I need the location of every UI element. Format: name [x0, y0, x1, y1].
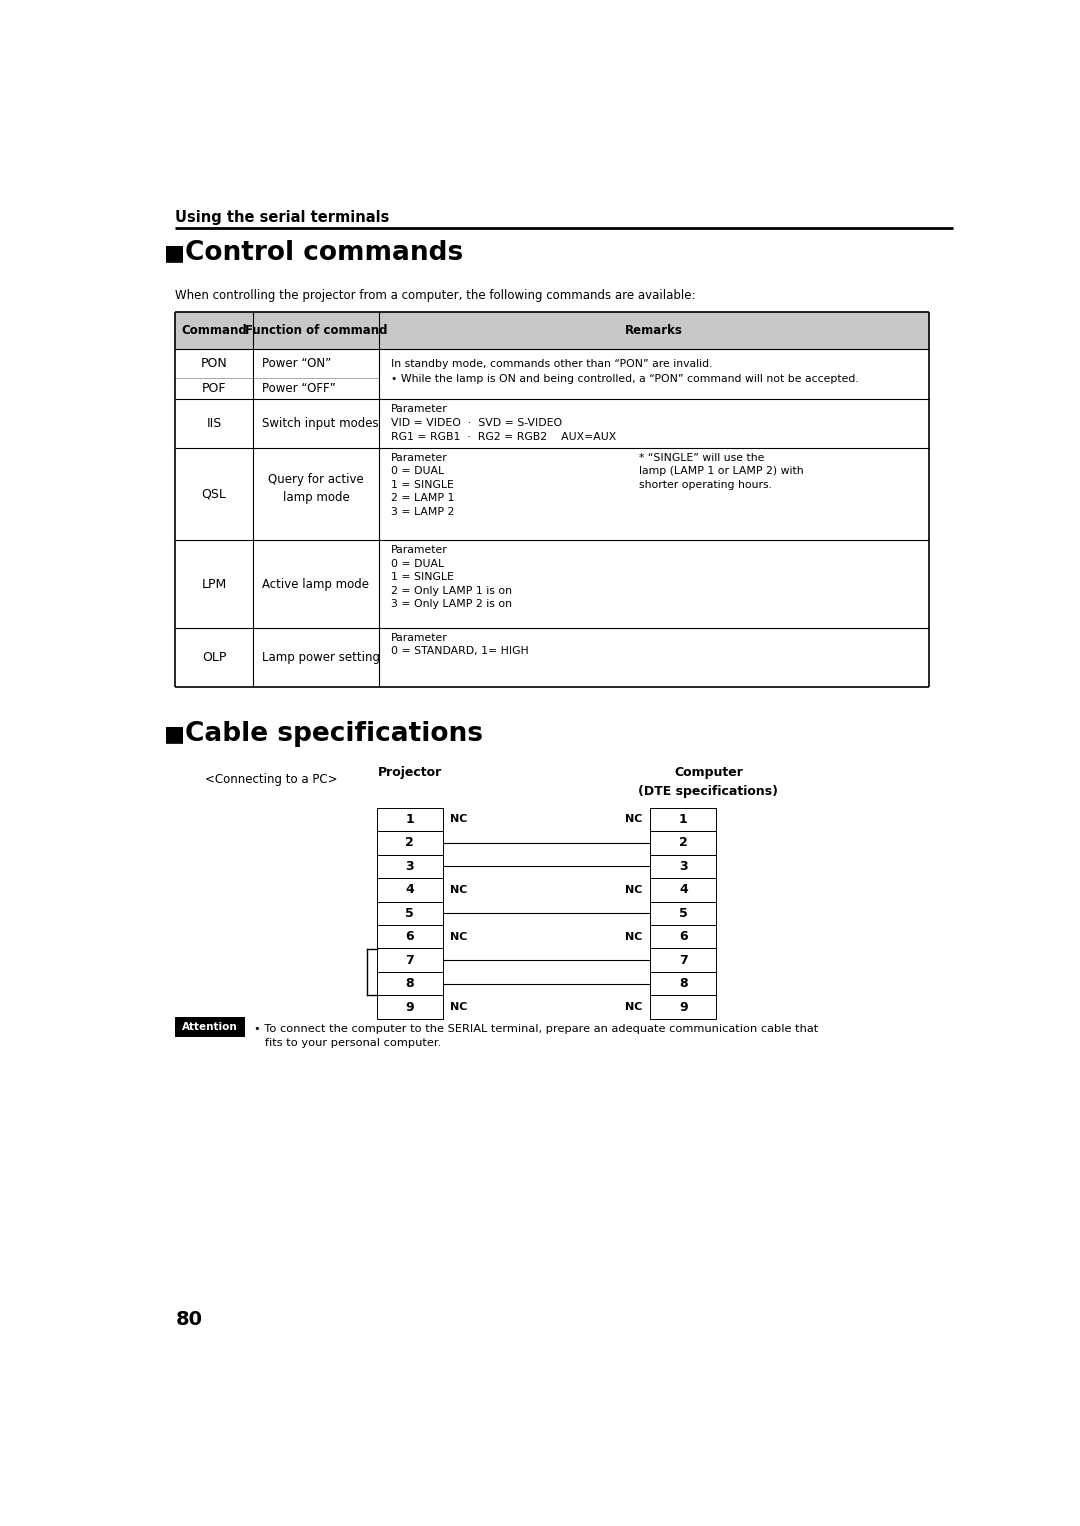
Bar: [377, 832, 443, 855]
Bar: [377, 902, 443, 925]
Text: 1: 1: [679, 813, 688, 826]
Text: Parameter
0 = STANDARD, 1= HIGH: Parameter 0 = STANDARD, 1= HIGH: [391, 633, 528, 656]
Text: NC: NC: [625, 1003, 643, 1012]
Text: NC: NC: [450, 932, 468, 942]
Text: 1: 1: [405, 813, 414, 826]
Text: 9: 9: [405, 1001, 414, 1013]
Bar: [650, 925, 716, 949]
Text: Parameter
0 = DUAL
1 = SINGLE
2 = Only LAMP 1 is on
3 = Only LAMP 2 is on: Parameter 0 = DUAL 1 = SINGLE 2 = Only L…: [391, 545, 512, 609]
Bar: [377, 949, 443, 972]
Text: 8: 8: [405, 977, 414, 990]
Bar: [175, 1016, 245, 1038]
Text: NC: NC: [625, 815, 643, 824]
Text: Remarks: Remarks: [625, 325, 684, 337]
Text: 4: 4: [405, 884, 414, 896]
Text: Lamp power setting: Lamp power setting: [262, 652, 380, 664]
Bar: [650, 949, 716, 972]
Text: Query for active
lamp mode: Query for active lamp mode: [268, 473, 364, 504]
Text: ■: ■: [164, 243, 186, 262]
Text: OLP: OLP: [202, 652, 226, 664]
Text: 6: 6: [679, 931, 688, 943]
Text: 80: 80: [175, 1309, 202, 1329]
Text: 5: 5: [405, 906, 414, 920]
Text: Cable specifications: Cable specifications: [186, 722, 484, 748]
Bar: [650, 832, 716, 855]
Text: Projector: Projector: [378, 766, 442, 780]
Text: Computer: Computer: [674, 766, 743, 780]
Text: 2: 2: [405, 836, 414, 850]
Text: (DTE specifications): (DTE specifications): [638, 784, 779, 798]
Text: IIS: IIS: [206, 417, 221, 430]
Text: PON: PON: [201, 357, 228, 371]
Text: 7: 7: [405, 954, 414, 967]
Text: • To connect the computer to the SERIAL terminal, prepare an adequate communicat: • To connect the computer to the SERIAL …: [255, 1024, 819, 1048]
Text: When controlling the projector from a computer, the following commands are avail: When controlling the projector from a co…: [175, 290, 696, 302]
Text: Switch input modes: Switch input modes: [262, 417, 379, 430]
Text: <Connecting to a PC>: <Connecting to a PC>: [205, 774, 337, 786]
Text: Parameter
VID = VIDEO  ·  SVD = S-VIDEO
RG1 = RGB1  ·  RG2 = RGB2    AUX=AUX: Parameter VID = VIDEO · SVD = S-VIDEO RG…: [391, 404, 616, 443]
Bar: [650, 855, 716, 877]
Text: 6: 6: [405, 931, 414, 943]
Text: NC: NC: [625, 932, 643, 942]
Text: ■: ■: [164, 725, 186, 745]
Text: 3: 3: [679, 859, 688, 873]
Text: Power “ON”: Power “ON”: [262, 357, 332, 371]
Bar: [650, 902, 716, 925]
Bar: [650, 972, 716, 995]
Text: Using the serial terminals: Using the serial terminals: [175, 209, 390, 224]
Text: NC: NC: [450, 1003, 468, 1012]
Bar: [377, 807, 443, 832]
Text: Attention: Attention: [183, 1022, 238, 1032]
Text: 9: 9: [679, 1001, 688, 1013]
Text: 2: 2: [679, 836, 688, 850]
Bar: [650, 877, 716, 902]
Bar: [377, 972, 443, 995]
Bar: [175, 313, 930, 349]
Bar: [650, 995, 716, 1019]
Text: 4: 4: [679, 884, 688, 896]
Text: * “SINGLE” will use the
lamp (LAMP 1 or LAMP 2) with
shorter operating hours.: * “SINGLE” will use the lamp (LAMP 1 or …: [638, 453, 804, 490]
Bar: [377, 925, 443, 949]
Text: 8: 8: [679, 977, 688, 990]
Text: Parameter
0 = DUAL
1 = SINGLE
2 = LAMP 1
3 = LAMP 2: Parameter 0 = DUAL 1 = SINGLE 2 = LAMP 1…: [391, 453, 454, 517]
Text: QSL: QSL: [202, 488, 227, 501]
Text: Power “OFF”: Power “OFF”: [262, 382, 336, 395]
Text: 7: 7: [679, 954, 688, 967]
Text: 5: 5: [679, 906, 688, 920]
Text: NC: NC: [625, 885, 643, 894]
Bar: [650, 807, 716, 832]
Bar: [377, 877, 443, 902]
Bar: [377, 995, 443, 1019]
Text: NC: NC: [450, 885, 468, 894]
Text: NC: NC: [450, 815, 468, 824]
Bar: [377, 855, 443, 877]
Text: In standby mode, commands other than “PON” are invalid.
• While the lamp is ON a: In standby mode, commands other than “PO…: [391, 359, 859, 383]
Text: 3: 3: [405, 859, 414, 873]
Text: Active lamp mode: Active lamp mode: [262, 578, 369, 591]
Text: POF: POF: [202, 382, 227, 395]
Text: Control commands: Control commands: [186, 240, 463, 266]
Text: Function of command: Function of command: [245, 325, 388, 337]
Text: Command: Command: [181, 325, 247, 337]
Text: LPM: LPM: [202, 578, 227, 591]
